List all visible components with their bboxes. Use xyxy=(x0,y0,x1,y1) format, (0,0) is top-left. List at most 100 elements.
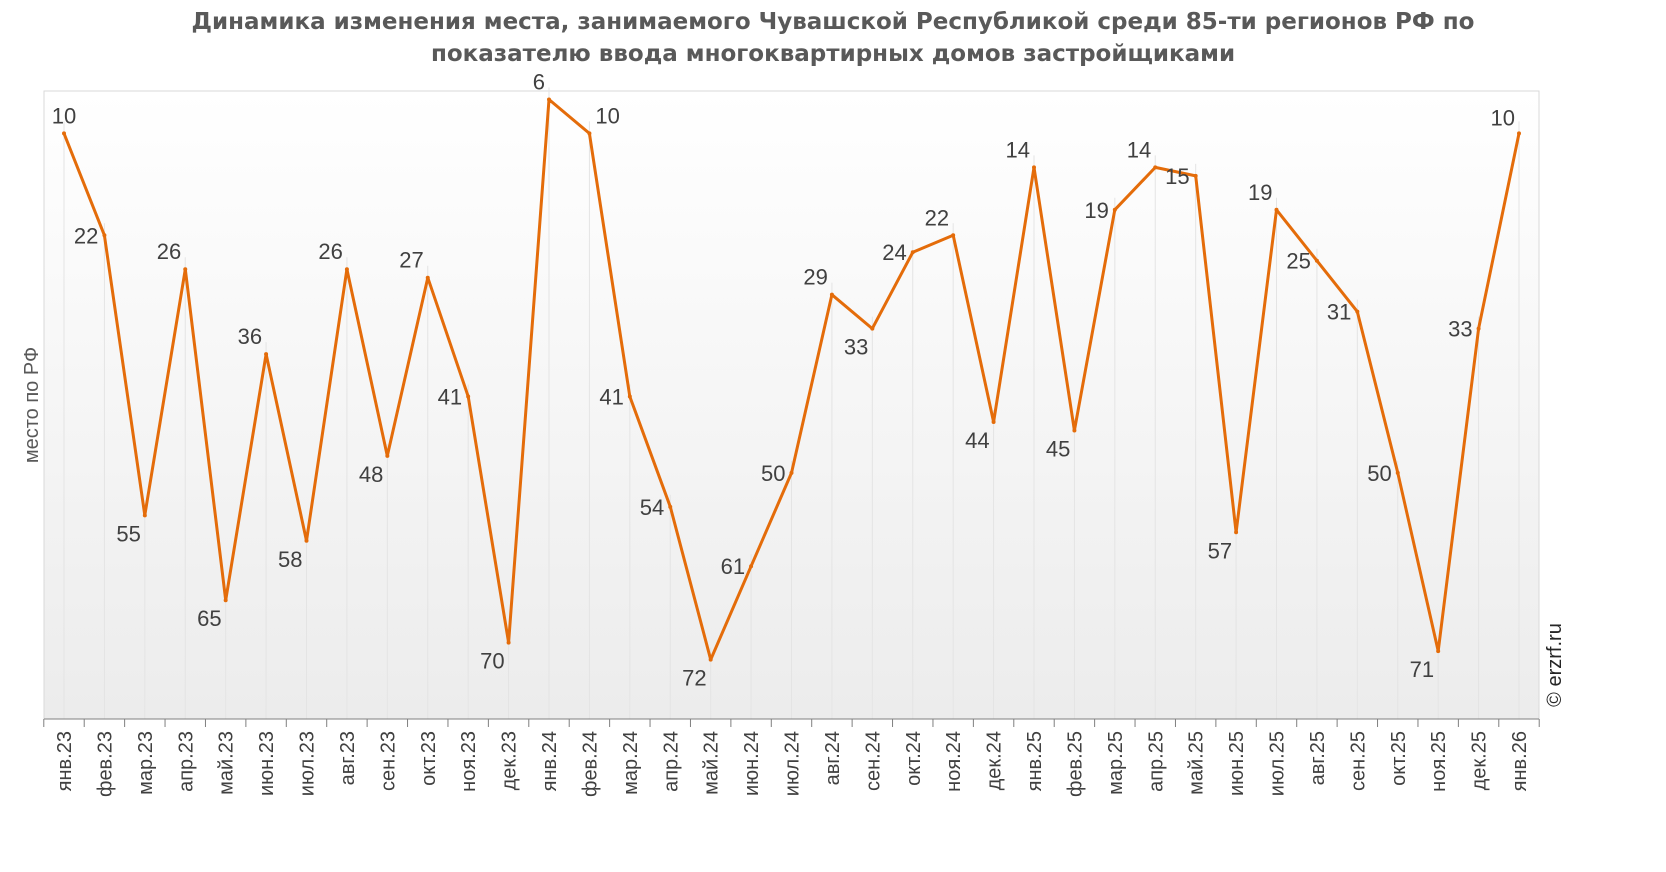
data-label: 50 xyxy=(1367,461,1391,486)
x-axis-ticks xyxy=(43,719,1540,727)
x-tick-label: июл.24 xyxy=(782,731,804,796)
x-tick-label: окт.24 xyxy=(903,731,925,786)
data-label: 22 xyxy=(925,205,949,230)
data-label: 10 xyxy=(1491,105,1515,130)
data-label: 10 xyxy=(595,103,619,128)
data-point xyxy=(1072,428,1077,433)
data-label: 25 xyxy=(1286,249,1310,274)
x-tick-label: фев.25 xyxy=(1064,731,1086,797)
x-tick-label: янв.25 xyxy=(1024,731,1046,791)
data-point xyxy=(870,326,875,331)
data-point xyxy=(749,564,754,569)
data-label: 44 xyxy=(965,428,989,453)
data-point xyxy=(142,513,147,518)
data-point xyxy=(1234,530,1239,535)
data-point xyxy=(62,131,66,136)
x-tick-label: янв.26 xyxy=(1509,731,1531,791)
x-tick-label: янв.24 xyxy=(539,731,561,791)
data-point xyxy=(547,97,551,102)
x-tick-label: авг.23 xyxy=(337,731,359,785)
x-tick-label: авг.24 xyxy=(822,731,844,785)
data-label: 54 xyxy=(640,495,664,520)
data-point xyxy=(1395,470,1400,475)
x-tick-label: июн.24 xyxy=(741,731,763,796)
data-label: 41 xyxy=(599,385,623,410)
x-tick-label: окт.23 xyxy=(418,731,440,786)
data-point xyxy=(385,453,390,458)
series-layer xyxy=(62,97,1521,662)
x-tick-label: дек.23 xyxy=(499,731,521,790)
data-label: 72 xyxy=(682,666,706,691)
data-label: 61 xyxy=(721,554,745,579)
x-tick-label: авг.25 xyxy=(1307,731,1329,785)
data-point xyxy=(466,394,471,399)
x-tick-label: фев.24 xyxy=(579,731,601,797)
x-tick-label: сен.23 xyxy=(377,731,399,791)
data-point xyxy=(183,267,188,272)
data-point xyxy=(223,598,228,603)
x-tick-label: ноя.24 xyxy=(943,731,965,792)
data-label: 57 xyxy=(1208,538,1232,563)
watermark: © erzrf.ru xyxy=(1544,623,1566,707)
data-label: 50 xyxy=(761,461,785,486)
data-label: 58 xyxy=(278,547,302,572)
x-tick-label: июн.25 xyxy=(1226,731,1248,796)
x-tick-label: апр.24 xyxy=(660,731,682,792)
x-tick-label: ноя.25 xyxy=(1428,731,1450,792)
data-label: 65 xyxy=(197,606,221,631)
data-point xyxy=(425,275,430,280)
data-labels: 10 22 55 26 65 36 58 26 48 27 41 70 6 10 41 54 72 61 50 29 3… xyxy=(52,69,1515,690)
x-tick-label: июл.23 xyxy=(297,731,319,796)
x-tick-label: сен.24 xyxy=(862,731,884,791)
data-label: 19 xyxy=(1248,180,1272,205)
data-label: 33 xyxy=(844,335,868,360)
data-point xyxy=(910,250,915,255)
data-point xyxy=(668,504,673,509)
vertical-gridlines xyxy=(63,87,1520,719)
data-label: 70 xyxy=(480,649,504,674)
x-tick-label: мар.24 xyxy=(620,731,642,795)
data-label: 15 xyxy=(1165,164,1189,189)
data-label: 26 xyxy=(157,239,181,264)
data-label: 14 xyxy=(1127,137,1151,162)
x-tick-label: мар.25 xyxy=(1105,731,1127,795)
data-point xyxy=(587,131,592,136)
data-label: 31 xyxy=(1327,300,1351,325)
data-label: 29 xyxy=(803,265,827,290)
data-label: 33 xyxy=(1448,317,1472,342)
data-label: 24 xyxy=(882,240,906,265)
x-tick-label: окт.25 xyxy=(1388,731,1410,786)
x-tick-label: апр.23 xyxy=(175,731,197,792)
data-label: 36 xyxy=(238,324,262,349)
data-point xyxy=(951,233,956,238)
data-point xyxy=(1274,207,1279,212)
data-label: 22 xyxy=(74,223,98,248)
data-label: 26 xyxy=(318,239,342,264)
data-point xyxy=(1436,649,1441,654)
data-label: 55 xyxy=(116,521,140,546)
data-label: 48 xyxy=(359,462,383,487)
data-point xyxy=(1314,258,1319,263)
data-point xyxy=(829,292,834,297)
data-point xyxy=(1112,207,1117,212)
data-label: 27 xyxy=(399,248,423,273)
chart-title-line-1: Динамика изменения места, занимаемого Чу… xyxy=(191,9,1475,35)
data-point xyxy=(1193,173,1198,178)
x-tick-label: мар.23 xyxy=(135,731,157,795)
data-label: 14 xyxy=(1006,137,1030,162)
data-label: 10 xyxy=(52,103,76,128)
data-point xyxy=(506,640,511,645)
x-tick-label: дек.24 xyxy=(984,731,1006,790)
data-point xyxy=(1517,131,1521,136)
data-label: 19 xyxy=(1084,198,1108,223)
x-tick-label: янв.23 xyxy=(54,731,76,791)
y-axis-title: место по РФ xyxy=(21,347,43,463)
data-point xyxy=(264,352,269,357)
data-point xyxy=(627,394,632,399)
data-point xyxy=(1476,326,1481,331)
chart-title: Динамика изменения места, занимаемого Чу… xyxy=(0,6,1666,70)
data-point xyxy=(1355,309,1360,314)
data-point xyxy=(1153,165,1158,170)
data-label: 41 xyxy=(438,385,462,410)
